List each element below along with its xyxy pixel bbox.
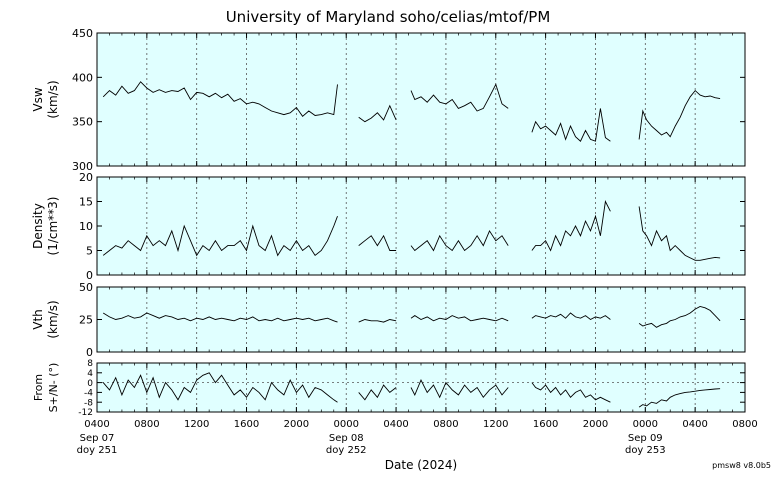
y-tick-label: 20 <box>79 171 93 184</box>
data-trace <box>531 108 611 142</box>
panel-background <box>97 177 745 275</box>
y-tick-label: -8 <box>84 398 93 408</box>
x-axis-title: Date (2024) <box>384 458 458 472</box>
y-tick-label: 450 <box>72 27 93 40</box>
y-axis-label: Vth <box>31 309 45 330</box>
data-trace <box>102 81 338 117</box>
data-trace <box>638 388 721 408</box>
data-trace <box>358 234 397 251</box>
x-tick-label: 0400 <box>682 419 707 430</box>
version-label: pmsw8 v8.0b5 <box>712 461 771 470</box>
data-trace <box>358 384 397 401</box>
data-trace <box>531 382 611 403</box>
y-tick-label: 50 <box>79 281 93 294</box>
x-tick-label: 0400 <box>383 419 408 430</box>
data-trace <box>410 229 509 252</box>
x-tick-label: 0800 <box>134 419 159 430</box>
data-trace <box>410 315 509 322</box>
panel-background <box>97 33 745 166</box>
y-tick-label: 5 <box>86 244 93 257</box>
y-tick-label: 300 <box>72 160 93 173</box>
x-tick-label: 1600 <box>533 419 558 430</box>
data-trace <box>410 83 509 112</box>
data-trace <box>358 104 397 123</box>
y-tick-label: 15 <box>79 195 93 208</box>
x-tick-label: 2000 <box>583 419 608 430</box>
y-tick-label: 0 <box>87 379 93 389</box>
y-axis-label: (km/s) <box>46 80 60 118</box>
x-date-label: doy 253 <box>625 445 666 456</box>
x-date-label: Sep 08 <box>329 433 364 444</box>
x-tick-label: 0800 <box>732 419 757 430</box>
y-axis-label: Vsw <box>31 87 45 111</box>
y-axis-label: Density <box>31 203 45 249</box>
panel-background <box>97 363 745 412</box>
y-tick-label: 25 <box>79 313 93 326</box>
panel-frame <box>96 286 746 353</box>
y-axis-label: From <box>32 374 45 401</box>
data-trace <box>638 89 721 140</box>
data-trace <box>410 379 509 399</box>
y-axis-label: (km/s) <box>46 300 60 338</box>
x-tick-label: 1600 <box>234 419 259 430</box>
y-tick-label: 10 <box>79 220 93 233</box>
y-tick-label: 350 <box>72 116 93 129</box>
chart-title: University of Maryland soho/celias/mtof/… <box>225 8 551 26</box>
y-tick-label: 400 <box>72 71 93 84</box>
data-trace <box>102 216 338 257</box>
y-tick-label: 8 <box>87 359 93 369</box>
y-axis-label: (1/cm**3) <box>46 197 60 256</box>
y-axis-label: S+/N- (°) <box>47 363 60 413</box>
y-tick-label: -4 <box>84 389 93 399</box>
x-date-label: doy 251 <box>77 445 118 456</box>
x-date-label: Sep 09 <box>628 433 663 444</box>
y-tick-label: 4 <box>87 369 93 379</box>
x-tick-label: 0000 <box>334 419 359 430</box>
y-tick-label: 0 <box>86 269 93 282</box>
panel-frame <box>96 32 746 167</box>
data-trace <box>102 372 338 403</box>
data-trace <box>102 312 338 323</box>
x-date-label: doy 252 <box>326 445 367 456</box>
data-trace <box>358 319 397 323</box>
data-trace <box>638 306 721 328</box>
x-tick-label: 2000 <box>284 419 309 430</box>
y-tick-label: -12 <box>78 408 93 418</box>
panel-frame <box>96 176 746 276</box>
x-tick-label: 1200 <box>483 419 508 430</box>
x-date-label: Sep 07 <box>80 433 115 444</box>
x-tick-label: 0400 <box>84 419 109 430</box>
panel-frame <box>96 362 746 413</box>
data-trace <box>638 206 721 261</box>
x-tick-label: 1200 <box>184 419 209 430</box>
data-trace <box>531 312 611 321</box>
y-tick-label: 0 <box>86 346 93 359</box>
x-tick-label: 0800 <box>433 419 458 430</box>
data-trace <box>531 200 611 252</box>
x-tick-label: 0000 <box>633 419 658 430</box>
